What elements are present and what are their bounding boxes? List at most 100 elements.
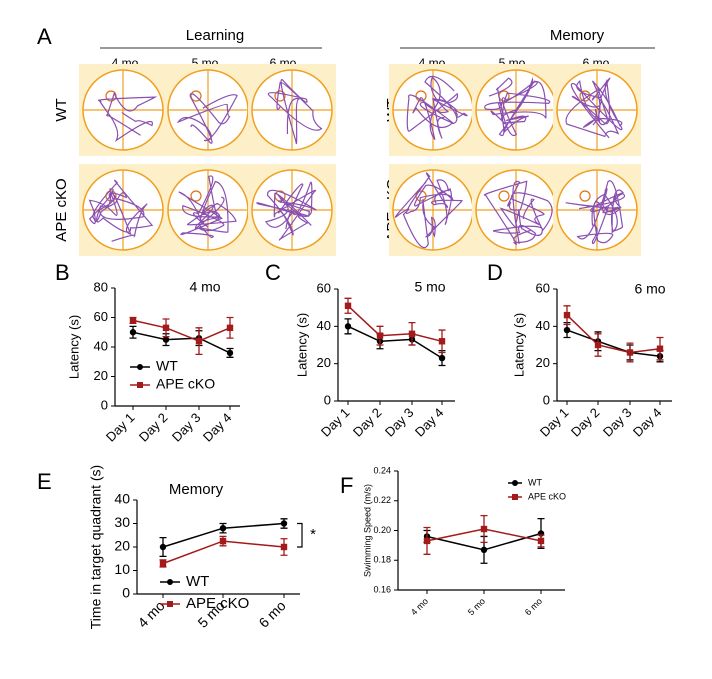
row-label: APE cKO bbox=[53, 178, 70, 241]
swim-track bbox=[176, 93, 238, 144]
marker bbox=[129, 317, 137, 324]
platform bbox=[274, 90, 286, 102]
marker bbox=[226, 349, 234, 357]
platform bbox=[415, 90, 427, 102]
marker bbox=[438, 354, 446, 362]
y-axis-label: Time in target quadrant (s) bbox=[88, 465, 104, 629]
y-axis-label: Latency (s) bbox=[294, 313, 309, 377]
y-tick-label: 30 bbox=[114, 514, 130, 530]
swim-track bbox=[406, 75, 468, 141]
legend-marker bbox=[167, 601, 173, 607]
swim-track bbox=[483, 180, 553, 245]
y-tick-label: 80 bbox=[94, 279, 108, 294]
series-line bbox=[132, 331, 231, 354]
panel-letter: B bbox=[55, 260, 70, 285]
y-tick-label: 0.22 bbox=[373, 495, 391, 505]
y-tick-label: 40 bbox=[536, 318, 550, 333]
legend-label: WT bbox=[186, 573, 209, 590]
y-axis-label: Latency (s) bbox=[511, 313, 526, 377]
legend-marker bbox=[167, 579, 173, 585]
y-axis-label: Swimming Speed (m/s) bbox=[362, 484, 372, 577]
marker bbox=[129, 329, 137, 336]
series-line bbox=[566, 329, 661, 357]
marker bbox=[159, 543, 167, 551]
swim-track bbox=[178, 175, 237, 239]
y-tick-label: 10 bbox=[114, 561, 130, 577]
panel-letter: E bbox=[37, 469, 52, 494]
y-tick-label: 0.20 bbox=[373, 525, 391, 535]
marker bbox=[219, 525, 227, 532]
y-tick-label: 40 bbox=[94, 338, 108, 353]
y-axis-label: Latency (s) bbox=[66, 315, 81, 379]
platform bbox=[190, 90, 202, 102]
marker bbox=[656, 345, 664, 352]
marker bbox=[162, 336, 170, 343]
marker bbox=[376, 332, 384, 339]
y-tick-label: 40 bbox=[317, 318, 331, 333]
platform bbox=[498, 190, 510, 202]
y-tick-label: 20 bbox=[94, 368, 108, 383]
platform bbox=[190, 190, 202, 202]
x-tick-label: Day 2 bbox=[568, 405, 603, 440]
y-tick-label: 60 bbox=[94, 309, 108, 324]
panel-letter: F bbox=[340, 473, 353, 498]
legend-label: WT bbox=[156, 358, 178, 374]
swim-track bbox=[394, 172, 463, 249]
platform bbox=[579, 190, 591, 202]
panel-letter: D bbox=[487, 260, 503, 285]
marker bbox=[480, 525, 488, 533]
x-tick-label: 4 mo bbox=[134, 597, 167, 630]
marker bbox=[563, 311, 571, 319]
x-tick-label: 5 mo bbox=[466, 596, 487, 617]
marker bbox=[594, 341, 602, 349]
marker bbox=[159, 560, 167, 567]
marker bbox=[563, 326, 571, 334]
legend-label: WT bbox=[528, 477, 542, 487]
x-tick-label: Day 2 bbox=[136, 410, 171, 445]
y-tick-label: 0 bbox=[543, 392, 550, 407]
swim-track bbox=[267, 79, 323, 145]
marker bbox=[537, 537, 545, 545]
x-tick-label: Day 2 bbox=[350, 405, 385, 440]
chart-title: 6 mo bbox=[634, 281, 665, 297]
swim-track bbox=[484, 77, 551, 137]
marker bbox=[626, 349, 634, 356]
y-tick-label: 60 bbox=[317, 280, 331, 295]
series-line bbox=[347, 325, 443, 359]
y-tick-label: 0 bbox=[101, 397, 108, 412]
series-line bbox=[347, 305, 443, 343]
x-tick-label: Day 3 bbox=[169, 410, 204, 445]
chart-title: 4 mo bbox=[189, 279, 220, 295]
swim-track bbox=[256, 181, 317, 241]
x-tick-label: Day 3 bbox=[382, 405, 417, 440]
marker bbox=[226, 324, 234, 332]
y-tick-label: 40 bbox=[114, 491, 130, 507]
marker bbox=[480, 546, 488, 554]
marker bbox=[280, 520, 288, 527]
legend-label: APE cKO bbox=[528, 491, 566, 501]
x-tick-label: 4 mo bbox=[409, 596, 430, 617]
annotation: * bbox=[310, 526, 316, 543]
x-tick-label: 6 mo bbox=[255, 597, 288, 630]
legend-marker bbox=[137, 382, 143, 388]
row-label: WT bbox=[53, 98, 70, 121]
swim-track bbox=[565, 77, 623, 139]
significance-bracket bbox=[297, 522, 303, 548]
y-tick-label: 0 bbox=[122, 585, 130, 601]
legend-marker bbox=[512, 480, 518, 486]
chart-title: 5 mo bbox=[414, 279, 445, 295]
x-tick-label: Day 1 bbox=[318, 405, 353, 440]
series-line bbox=[132, 319, 231, 342]
group-title: Memory bbox=[550, 27, 605, 44]
y-tick-label: 0.24 bbox=[373, 465, 391, 475]
marker bbox=[344, 323, 352, 330]
y-tick-label: 20 bbox=[536, 355, 550, 370]
chart-title: Memory bbox=[169, 481, 224, 498]
x-tick-label: Day 1 bbox=[537, 405, 572, 440]
group-title: Learning bbox=[186, 27, 244, 44]
marker bbox=[438, 338, 446, 345]
legend-marker bbox=[137, 364, 143, 370]
x-tick-label: 6 mo bbox=[523, 596, 544, 617]
swim-track bbox=[88, 179, 154, 242]
marker bbox=[219, 537, 227, 545]
